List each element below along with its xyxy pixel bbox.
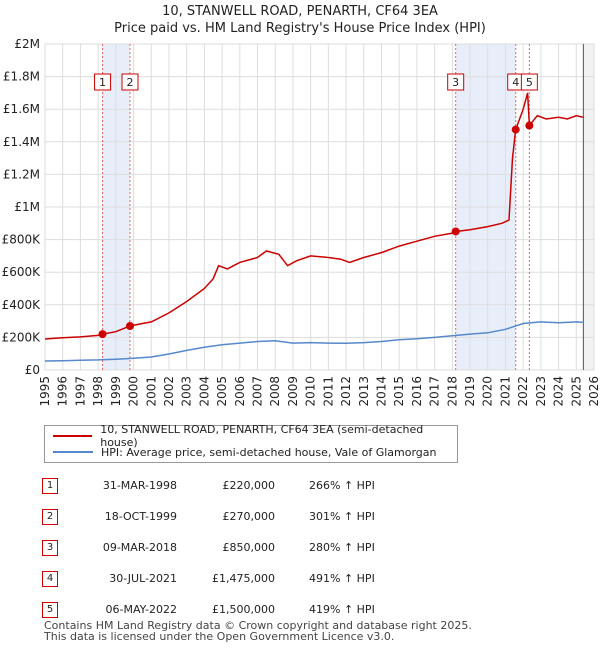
sale-hpi-change: 266% ↑ HPI <box>309 479 375 492</box>
x-tick-label: 2008 <box>268 376 282 407</box>
sale-point <box>525 121 534 130</box>
sale-number-box <box>520 73 538 91</box>
sale-price: £1,500,000 <box>212 603 275 616</box>
sale-number-badge: 4 <box>42 570 58 587</box>
x-tick-label: 2021 <box>498 376 512 407</box>
transactions-table: 1 31-MAR-1998 £220,000 266% ↑ HPI 2 18-O… <box>42 470 375 625</box>
chart-subtitle: Price paid vs. HM Land Registry's House … <box>114 21 486 36</box>
sale-number-badge: 5 <box>42 601 58 618</box>
sale-price: £850,000 <box>222 541 276 554</box>
y-tick-label: £1.6M <box>3 102 40 116</box>
y-tick-label: £1.2M <box>3 167 40 181</box>
sale-hpi-change: 301% ↑ HPI <box>309 510 375 523</box>
x-tick-label: 2011 <box>321 376 335 407</box>
table-row: 2 18-OCT-1999 £270,000 301% ↑ HPI <box>42 501 375 532</box>
legend-label-hpi: HPI: Average price, semi-detached house,… <box>101 445 437 459</box>
legend-item-hpi: HPI: Average price, semi-detached house,… <box>53 444 436 460</box>
sale-number-label: 4 <box>512 76 519 89</box>
hpi-series-line <box>44 321 584 362</box>
sale-date: 18-OCT-1999 <box>104 510 177 523</box>
y-tick-label: £200K <box>2 330 42 344</box>
x-tick-label: 2003 <box>180 376 194 407</box>
x-tick-label: 2007 <box>251 376 265 407</box>
x-tick-label: 2012 <box>339 376 353 407</box>
sale-date: 06-MAY-2022 <box>105 603 177 616</box>
x-tick-label: 2014 <box>374 376 388 407</box>
table-row: 5 06-MAY-2022 £1,500,000 419% ↑ HPI <box>42 594 375 625</box>
x-tick-label: 2020 <box>481 376 495 407</box>
sale-number-label: 3 <box>452 76 459 89</box>
sale-number-badge: 2 <box>42 508 58 525</box>
sale-number-badge: 1 <box>42 477 58 494</box>
x-tick-label: 2016 <box>410 376 424 407</box>
sale-number-label: 1 <box>99 76 106 89</box>
x-tick-label: 2024 <box>552 376 566 407</box>
sale-hpi-change: 491% ↑ HPI <box>309 572 375 585</box>
sale-price: £1,475,000 <box>212 572 275 585</box>
x-tick-label: 2025 <box>569 376 583 407</box>
x-tick-label: 1996 <box>56 376 70 407</box>
y-tick-label: £1.8M <box>3 70 40 84</box>
x-tick-label: 2023 <box>534 376 548 407</box>
sale-point <box>511 125 520 134</box>
sale-number-box <box>94 73 112 91</box>
x-tick-label: 2000 <box>127 376 141 407</box>
x-tick-label: 2026 <box>587 376 600 407</box>
sale-number-box <box>121 73 139 91</box>
x-tick-label: 2019 <box>463 376 477 407</box>
x-tick-label: 2017 <box>428 376 442 407</box>
table-row: 1 31-MAR-1998 £220,000 266% ↑ HPI <box>42 470 375 501</box>
x-tick-label: 2006 <box>233 376 247 407</box>
y-tick-label: £400K <box>2 298 42 312</box>
sale-hpi-change: 419% ↑ HPI <box>309 603 375 616</box>
x-tick-label: 2004 <box>197 376 211 407</box>
legend-label-property: 10, STANWELL ROAD, PENARTH, CF64 3EA (se… <box>100 423 424 449</box>
sale-price: £220,000 <box>222 479 276 492</box>
y-tick-label: £1M <box>14 200 40 214</box>
sale-date: 09-MAR-2018 <box>102 541 177 554</box>
sale-number-box <box>447 73 465 91</box>
property-series-line <box>44 92 584 340</box>
sale-number-label: 5 <box>526 76 533 89</box>
chart-title: 10, STANWELL ROAD, PENARTH, CF64 3EA <box>162 4 438 19</box>
sale-date: 30-JUL-2021 <box>109 572 177 585</box>
y-tick-label: £2M <box>14 37 40 51</box>
footer-copyright: Contains HM Land Registry data © Crown c… <box>44 619 472 632</box>
table-row: 3 09-MAR-2018 £850,000 280% ↑ HPI <box>42 532 375 563</box>
x-tick-label: 2022 <box>516 376 530 407</box>
sale-point <box>451 227 460 236</box>
chart-legend: 10, STANWELL ROAD, PENARTH, CF64 3EA (se… <box>44 423 458 463</box>
x-tick-label: 2002 <box>162 376 176 407</box>
x-tick-label: 2009 <box>286 376 300 407</box>
footer-licence: This data is licensed under the Open Gov… <box>44 630 395 643</box>
legend-swatch-property <box>53 435 93 437</box>
x-tick-label: 1998 <box>91 376 105 407</box>
x-tick-label: 2018 <box>445 376 459 407</box>
sale-hpi-change: 280% ↑ HPI <box>309 541 375 554</box>
legend-swatch-hpi <box>53 451 93 453</box>
sale-price: £270,000 <box>222 510 276 523</box>
y-tick-label: £600K <box>2 265 42 279</box>
y-tick-label: £800K <box>2 233 42 247</box>
x-tick-label: 2005 <box>215 376 229 407</box>
x-tick-label: 2010 <box>304 376 318 407</box>
sale-number-badge: 3 <box>42 539 58 556</box>
legend-item-property: 10, STANWELL ROAD, PENARTH, CF64 3EA (se… <box>53 423 457 449</box>
x-tick-label: 2013 <box>357 376 371 407</box>
x-tick-label: 1997 <box>73 376 87 407</box>
x-tick-label: 2001 <box>144 376 158 407</box>
y-tick-label: £1.4M <box>3 135 40 149</box>
table-row: 4 30-JUL-2021 £1,475,000 491% ↑ HPI <box>42 563 375 594</box>
x-tick-label: 2015 <box>392 376 406 407</box>
sale-date: 31-MAR-1998 <box>102 479 177 492</box>
sale-point <box>126 321 135 330</box>
x-tick-label: 1999 <box>109 376 123 407</box>
x-tick-label: 1995 <box>38 376 52 407</box>
y-tick-label: £0 <box>25 363 40 377</box>
sale-number-label: 2 <box>127 76 134 89</box>
sale-point <box>98 330 107 339</box>
